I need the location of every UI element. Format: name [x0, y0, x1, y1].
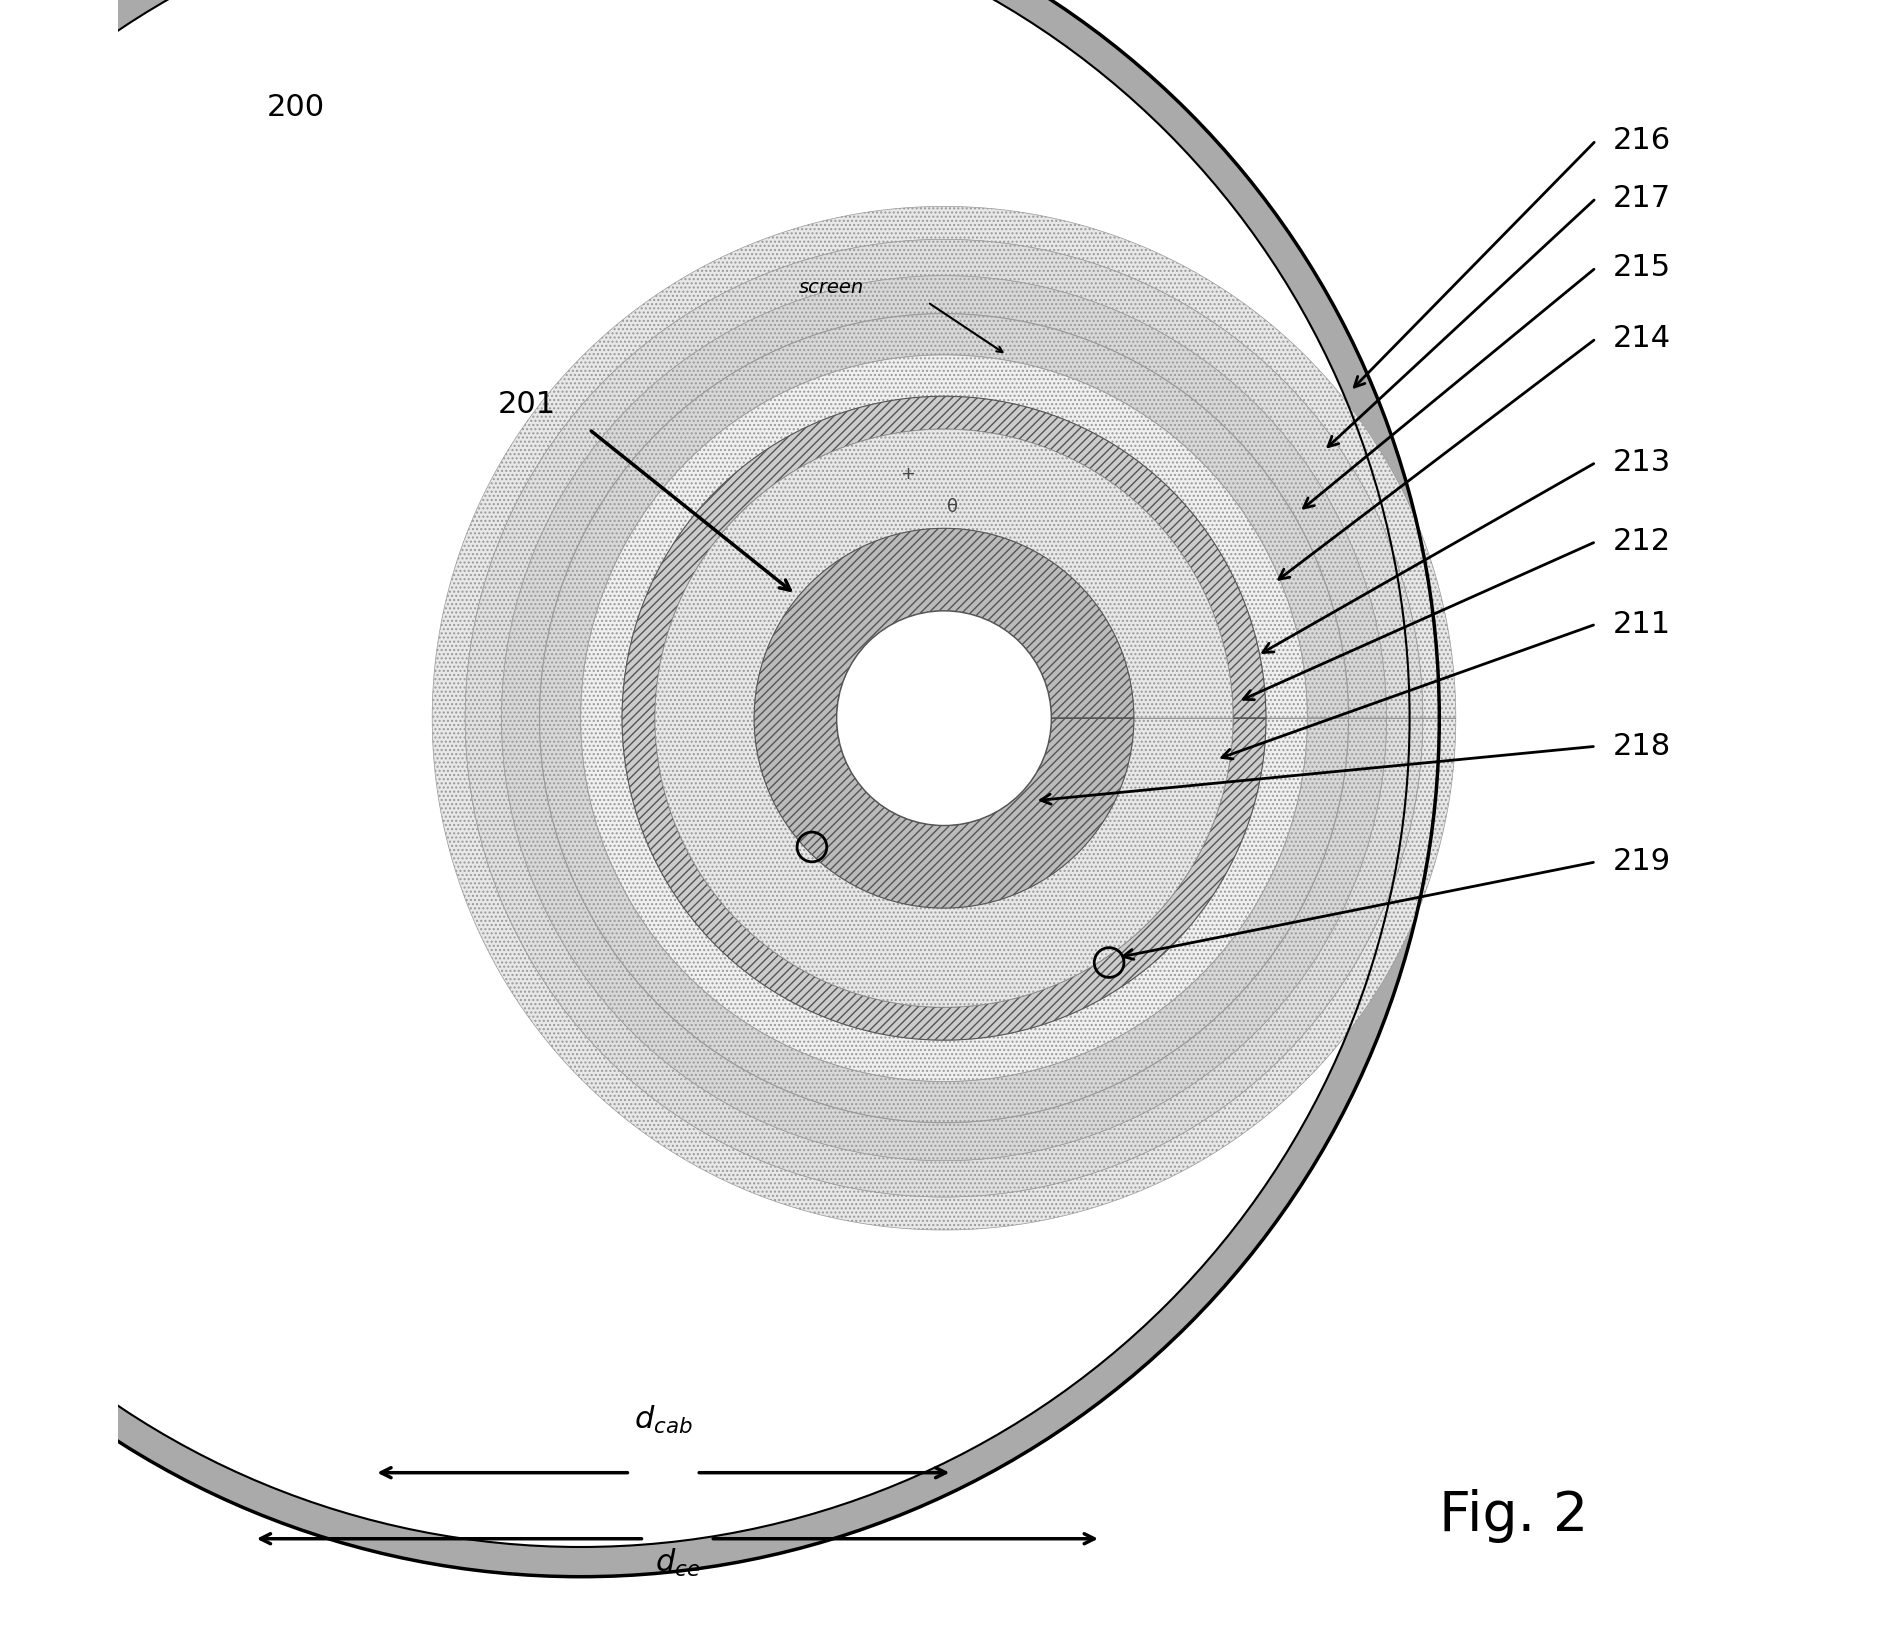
Text: 218: 218 — [1612, 731, 1671, 761]
Text: 216: 216 — [1612, 125, 1671, 155]
Text: $d_{ce}$: $d_{ce}$ — [655, 1547, 700, 1578]
Text: 217: 217 — [1612, 183, 1671, 213]
Polygon shape — [0, 0, 1439, 1577]
Text: 201: 201 — [498, 390, 557, 419]
Polygon shape — [540, 314, 1348, 1123]
Text: 215: 215 — [1612, 253, 1671, 282]
Text: θ: θ — [946, 499, 957, 515]
Circle shape — [0, 0, 1410, 1547]
Polygon shape — [582, 355, 1306, 1081]
Text: 213: 213 — [1612, 447, 1671, 477]
Polygon shape — [621, 396, 1267, 1040]
Text: $d_{cab}$: $d_{cab}$ — [634, 1405, 693, 1436]
Polygon shape — [502, 276, 1386, 1161]
Polygon shape — [753, 528, 1135, 908]
Text: 214: 214 — [1612, 324, 1671, 353]
Text: Fig. 2: Fig. 2 — [1439, 1489, 1588, 1542]
Text: 200: 200 — [266, 92, 325, 122]
Text: 219: 219 — [1612, 847, 1671, 877]
Text: 212: 212 — [1612, 527, 1671, 556]
Text: 211: 211 — [1612, 609, 1671, 639]
Polygon shape — [464, 239, 1424, 1197]
Polygon shape — [432, 206, 1456, 1230]
Text: screen: screen — [799, 277, 865, 297]
Circle shape — [836, 611, 1052, 826]
Text: +: + — [901, 466, 916, 482]
Polygon shape — [655, 429, 1233, 1007]
